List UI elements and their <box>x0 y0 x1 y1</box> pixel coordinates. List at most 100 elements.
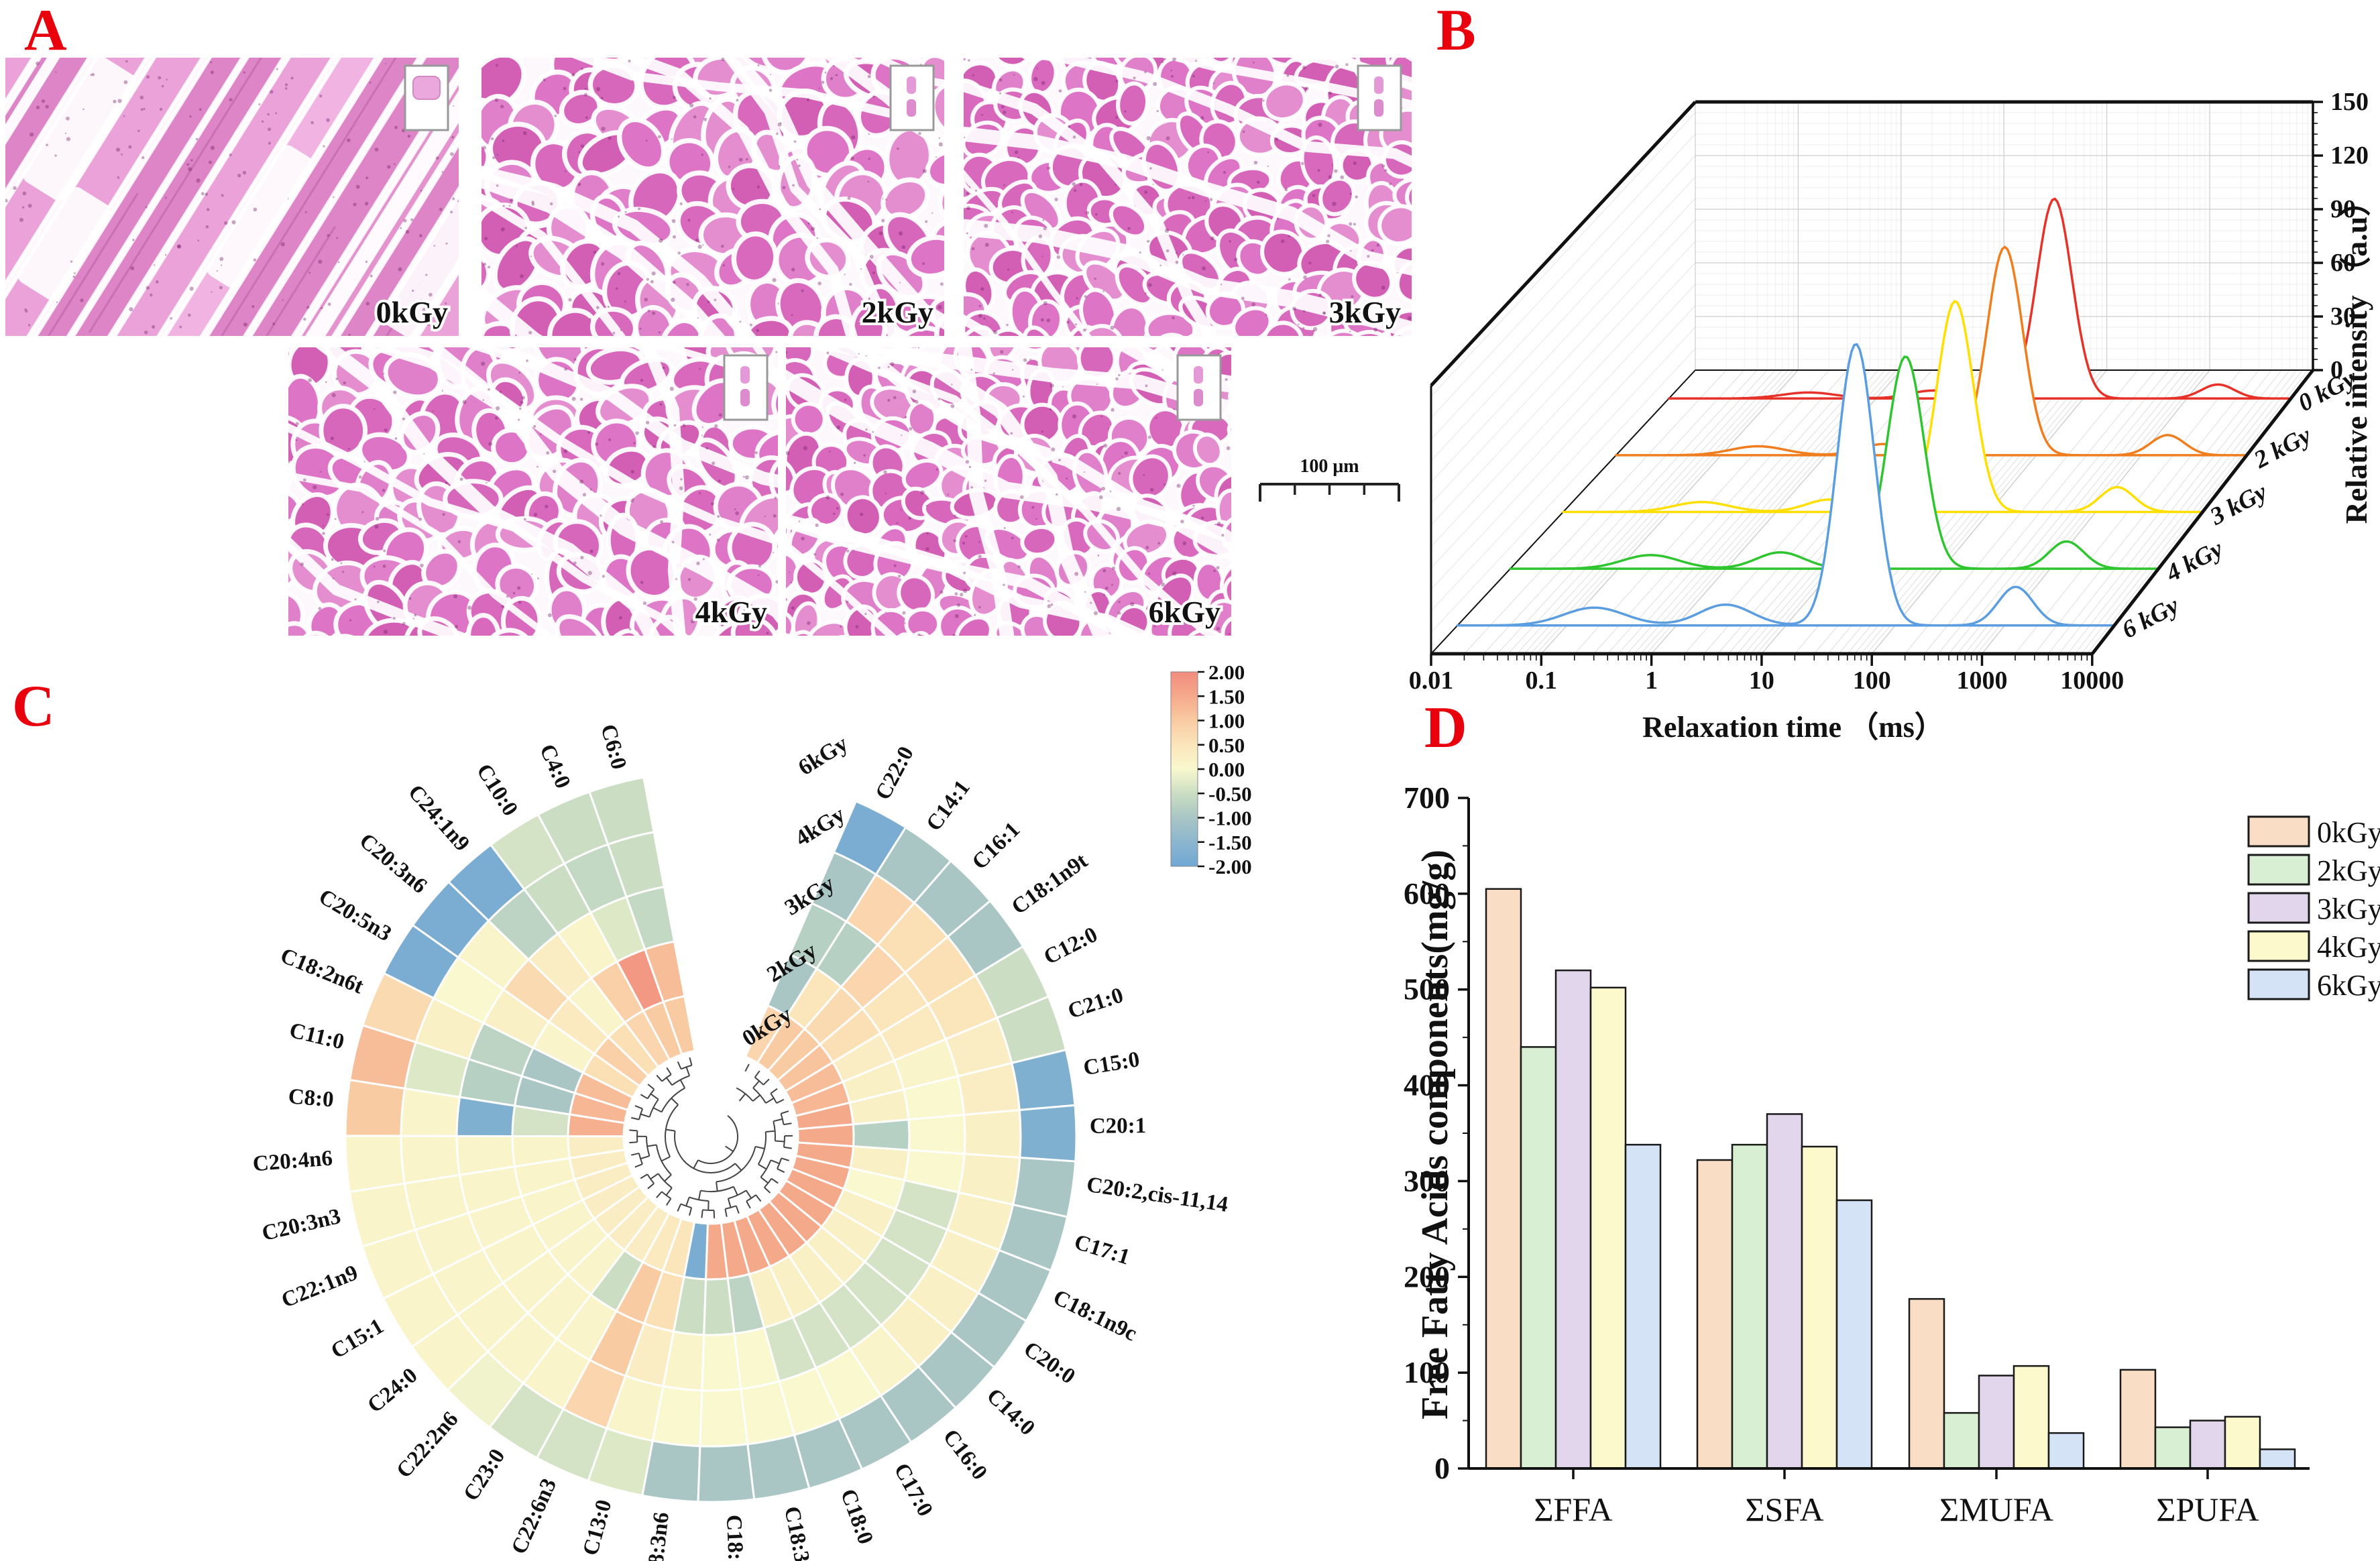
legend-swatch-6kGy <box>2247 968 2310 1000</box>
fatty-acid-label: C15:1 <box>327 1314 388 1364</box>
dose-label: 4kGy <box>695 595 767 629</box>
series-label-2kGy: 2 kGy <box>2249 421 2316 474</box>
y-tick-label: 700 <box>1404 780 1450 815</box>
fatty-acid-label: C18:3n3 <box>779 1505 819 1561</box>
colorbar-tick-label: 1.50 <box>1208 685 1245 708</box>
series-label-6kGy: 6 kGy <box>2118 591 2184 644</box>
inset-thumbnail <box>889 64 935 131</box>
fatty-acid-label: C22:2n6 <box>392 1407 463 1483</box>
colorbar: 2.001.501.000.500.00-0.50-1.00-1.50-2.00 <box>1170 660 1252 878</box>
bar-ΣPUFA-2kGy <box>2154 1426 2192 1470</box>
inset-thumbnail <box>1176 354 1222 421</box>
bar-ΣSFA-4kGy <box>1801 1145 1838 1470</box>
colorbar-tick-label: 0.00 <box>1208 758 1245 781</box>
x-tick-label: 1 <box>1645 667 1658 695</box>
bar-ΣSFA-0kGy <box>1696 1159 1734 1470</box>
fatty-acid-label: C14:0 <box>982 1384 1039 1440</box>
series-label-4kGy: 4 kGy <box>2161 535 2228 588</box>
fatty-acid-label: C17:1 <box>1072 1230 1133 1269</box>
z-tick-label: 60 <box>2330 249 2356 277</box>
bar-ΣMUFA-4kGy <box>2013 1365 2050 1470</box>
z-tick-label: 90 <box>2330 195 2356 223</box>
bar-ΣSFA-6kGy <box>1835 1199 1873 1470</box>
dose-label: 2kGy <box>862 295 933 329</box>
legend-swatch-4kGy <box>2247 930 2310 962</box>
fatty-acid-label: C22:6n3 <box>507 1475 561 1558</box>
x-tick-label: 0.01 <box>1409 667 1454 695</box>
ffa-components-axis-title: Free Fatty Acids components(mg/g) <box>1414 850 1456 1420</box>
fatty-acid-label: C18:1n9c <box>1050 1285 1141 1346</box>
category-label: ΣPUFA <box>2156 1491 2259 1528</box>
fatty-acid-label: C16:0 <box>938 1425 992 1485</box>
z-tick-label: 120 <box>2330 141 2369 170</box>
fatty-acid-label: C17:0 <box>889 1459 938 1520</box>
colorbar-tick-label: -1.00 <box>1208 807 1252 830</box>
bar-ΣPUFA-0kGy <box>2119 1369 2157 1470</box>
y-tick-label: 500 <box>1404 972 1450 1006</box>
fatty-acid-label: C20:5n3 <box>315 884 396 946</box>
category-label: ΣSFA <box>1745 1491 1823 1528</box>
histology-image-6kGy: 6kGy <box>786 347 1231 636</box>
y-tick-label: 600 <box>1404 876 1450 911</box>
fatty-acid-label: C10:0 <box>471 760 522 820</box>
dendrogram <box>629 1057 793 1218</box>
fatty-acid-label: C20:3n3 <box>260 1204 343 1246</box>
fatty-acid-label: C15:0 <box>1082 1047 1141 1080</box>
bar-ΣPUFA-6kGy <box>2259 1448 2296 1470</box>
colorbar-tick-label: -2.00 <box>1208 855 1252 878</box>
category-label: ΣFFA <box>1534 1491 1612 1528</box>
fatty-acid-label: C12:0 <box>1040 923 1101 970</box>
histology-image-0kGy: 0kGy <box>5 58 459 336</box>
y-tick-label: 400 <box>1404 1068 1450 1102</box>
bar-ΣFFA-6kGy <box>1624 1143 1662 1470</box>
bar-ΣMUFA-2kGy <box>1943 1411 1980 1470</box>
bar-ΣFFA-2kGy <box>1520 1046 1557 1470</box>
legend-swatch-2kGy <box>2247 854 2310 886</box>
y-tick-label: 300 <box>1404 1163 1450 1198</box>
fatty-acid-label: C18:2n6c <box>722 1514 750 1561</box>
x-tick-label: 10 <box>1749 667 1774 695</box>
fatty-acid-label: C24:1n9 <box>403 780 474 856</box>
fatty-acid-label: C22:0 <box>871 743 919 804</box>
panel-d-label: D <box>1424 695 1467 760</box>
scale-bar-label: 100 μm <box>1300 456 1359 477</box>
dose-label: 3kGy <box>1329 295 1401 329</box>
z-tick-label: 0 <box>2330 356 2343 384</box>
x-tick-label: 1000 <box>1957 667 2008 695</box>
y-tick-label: 100 <box>1404 1355 1450 1389</box>
fatty-acid-label: C22:1n9 <box>278 1261 361 1313</box>
fatty-acid-label: C13:0 <box>579 1497 617 1558</box>
category-label: ΣMUFA <box>1939 1491 2053 1528</box>
panel-c-label: C <box>12 674 55 739</box>
x-tick-label: 10000 <box>2060 667 2124 695</box>
dose-legend: 0kGy 2kGy 3kGy 4kGy 6kGy <box>2247 815 2380 1002</box>
bar-ΣPUFA-3kGy <box>2189 1420 2226 1470</box>
bar-ΣMUFA-3kGy <box>1978 1375 2015 1470</box>
histology-image-2kGy: 2kGy <box>481 58 944 336</box>
series-label-3kGy: 3 kGy <box>2205 478 2272 531</box>
fatty-acid-label: C6:0 <box>596 722 630 772</box>
bar-ΣSFA-2kGy <box>1731 1143 1768 1470</box>
bar-ΣMUFA-0kGy <box>1908 1297 1945 1470</box>
colorbar-tick-label: -1.50 <box>1208 831 1252 854</box>
relaxation-time-axis-title: Relaxation time （ms） <box>1642 711 1944 744</box>
colorbar-tick-label: 2.00 <box>1208 660 1245 684</box>
series-curve-6kGy <box>1456 343 2116 627</box>
panel-c-polar-heatmap: C6:0C4:0C10:0C24:1n9C20:3n6C20:5n3C18:2n… <box>252 660 1252 1561</box>
y-tick-label: 200 <box>1404 1259 1450 1293</box>
y-tick-label: 0 <box>1434 1451 1450 1485</box>
ring-dose-label: 6kGy <box>794 732 852 780</box>
legend-label-6kGy: 6kGy <box>2317 969 2380 1002</box>
fatty-acid-label: C11:0 <box>287 1019 347 1055</box>
panel-a-label: A <box>24 0 67 63</box>
z-tick-label: 30 <box>2330 302 2356 331</box>
z-tick-label: 150 <box>2330 88 2369 116</box>
x-tick-label: 100 <box>1853 667 1891 695</box>
fatty-acid-label: C20:1 <box>1090 1114 1147 1139</box>
bar-ΣFFA-3kGy <box>1554 969 1592 1470</box>
legend-label-4kGy: 4kGy <box>2317 931 2380 964</box>
panel-d-bar-chart: 0 100 200 300 400 500 600 700 ΣFFA ΣSFA ΣMUFA ΣPUFA… <box>1404 780 2380 1528</box>
histology-image-3kGy: 3kGy <box>964 58 1412 336</box>
legend-swatch-3kGy <box>2247 892 2310 924</box>
